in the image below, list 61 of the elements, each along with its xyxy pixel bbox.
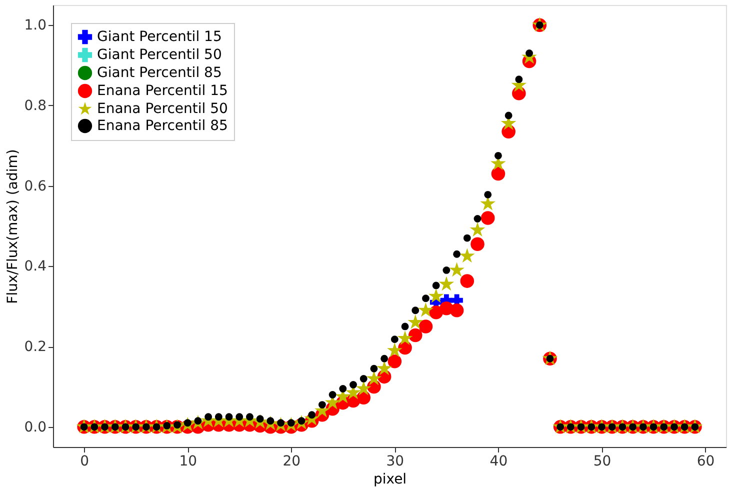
point (432, 282, 440, 290)
point (474, 215, 482, 222)
point (494, 152, 502, 160)
x-tick-label: 60 (696, 454, 715, 470)
point (422, 294, 430, 302)
point (408, 314, 424, 329)
point (318, 401, 326, 409)
y-axis-title: Flux/Flux(max) (adim) (5, 149, 22, 304)
point (390, 336, 398, 344)
x-tick-label: 30 (386, 454, 404, 470)
legend-label: Giant Percentil 15 (97, 29, 222, 45)
point (459, 248, 475, 263)
x-tick-label: 50 (593, 454, 612, 470)
point (463, 234, 471, 242)
point (515, 76, 523, 84)
point (504, 112, 512, 120)
legend-label: Enana Percentil 50 (97, 101, 228, 117)
point (453, 250, 461, 258)
y-tick-label: 0.4 (24, 258, 47, 275)
point (418, 302, 434, 317)
point (412, 306, 420, 314)
point (450, 304, 464, 318)
x-tick-label: 10 (179, 454, 198, 470)
point (408, 328, 422, 342)
point (491, 166, 506, 181)
point (428, 288, 444, 303)
point (397, 330, 413, 346)
x-tick-label: 0 (80, 454, 90, 470)
point (376, 360, 392, 376)
point (449, 262, 464, 277)
legend-label: Giant Percentil 50 (97, 47, 222, 63)
y-tick-label: 0.2 (24, 339, 46, 356)
point (366, 370, 382, 386)
point (418, 320, 433, 334)
y-tick-label: 0.6 (24, 178, 47, 194)
point (388, 354, 402, 368)
legend-label: Giant Percentil 85 (97, 65, 222, 81)
point (360, 374, 368, 382)
point (387, 342, 402, 358)
point (438, 276, 454, 291)
legend-label: Enana Percentil 85 (97, 118, 228, 134)
point (350, 381, 357, 388)
y-tick-label: 0.0 (24, 419, 46, 436)
point (401, 322, 409, 330)
point (460, 274, 474, 288)
x-axis-title: pixel (373, 472, 407, 488)
point (380, 354, 388, 362)
x-tick-label: 20 (282, 454, 301, 470)
point (470, 222, 486, 237)
point (339, 385, 347, 392)
point (328, 391, 336, 398)
point (484, 190, 492, 198)
legend-label: Enana Percentil 15 (97, 83, 228, 99)
y-tick-label: 1.0 (24, 18, 46, 34)
y-tick-label: 0.8 (24, 98, 46, 114)
point (442, 266, 450, 274)
point (470, 237, 484, 251)
x-tick-label: 40 (490, 454, 508, 470)
point (356, 380, 372, 396)
point (370, 364, 378, 372)
point (480, 211, 495, 225)
